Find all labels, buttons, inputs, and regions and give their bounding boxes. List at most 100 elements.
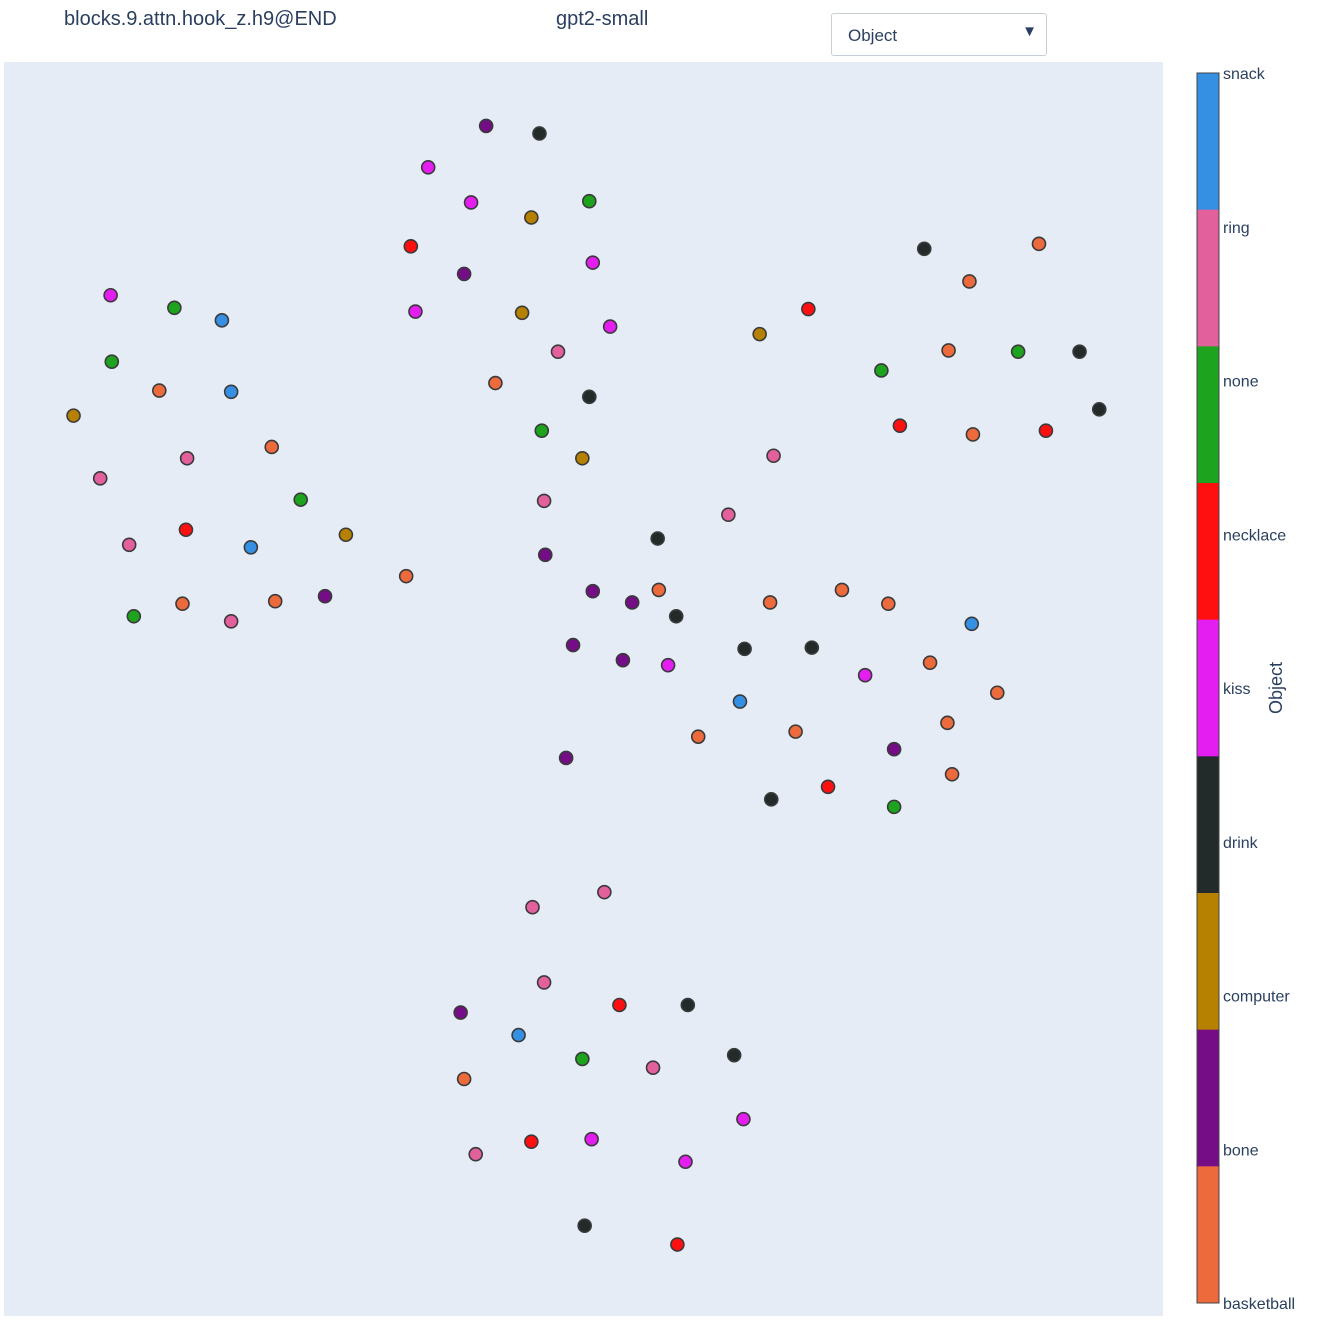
scatter-point-ring[interactable] <box>223 613 239 629</box>
scatter-point-none[interactable] <box>167 300 182 316</box>
scatter-point-drink[interactable] <box>668 608 684 624</box>
scatter-point-basketball[interactable] <box>944 766 960 782</box>
scatter-point-bone[interactable] <box>886 741 902 757</box>
scatter-point-ring[interactable] <box>550 344 566 359</box>
scatter-point-drink[interactable] <box>532 126 547 141</box>
scatter-point-kiss[interactable] <box>420 160 436 175</box>
scatter-point-computer[interactable] <box>524 210 539 225</box>
scatter-point-none[interactable] <box>581 193 597 209</box>
scatter-point-kiss[interactable] <box>463 195 479 210</box>
scatter-point-drink[interactable] <box>577 1218 592 1234</box>
scatter-point-none[interactable] <box>886 799 902 815</box>
scatter-point-drink[interactable] <box>763 792 779 807</box>
scatter-point-bone[interactable] <box>317 588 333 604</box>
scatter-point-basketball[interactable] <box>762 595 778 610</box>
scatter-point-ring[interactable] <box>721 507 736 522</box>
scatter-point-ring[interactable] <box>597 884 612 900</box>
scatter-point-kiss[interactable] <box>408 304 423 319</box>
scatter-point-basketball[interactable] <box>264 439 280 455</box>
scatter-point-snack[interactable] <box>243 539 259 555</box>
scatter-point-basketball[interactable] <box>941 343 956 358</box>
scatter-point-snack[interactable] <box>964 616 980 632</box>
scatter-point-ring[interactable] <box>766 448 781 464</box>
scatter-point-basketball[interactable] <box>922 655 938 670</box>
scatter-point-drink[interactable] <box>1091 402 1107 417</box>
scatter-point-necklace[interactable] <box>524 1134 539 1149</box>
scatter-point-necklace[interactable] <box>1038 423 1054 438</box>
scatter-point-bone[interactable] <box>456 266 472 282</box>
scatter-point-drink[interactable] <box>680 997 696 1013</box>
scatter-point-kiss[interactable] <box>103 287 118 303</box>
scatter-point-drink[interactable] <box>737 641 752 657</box>
scatter-point-drink[interactable] <box>916 241 932 257</box>
scatter-point-ring[interactable] <box>536 493 552 509</box>
scatter-point-kiss[interactable] <box>678 1154 693 1170</box>
scatter-point-bone[interactable] <box>585 583 601 599</box>
scatter-point-ring[interactable] <box>536 975 552 990</box>
scatter-point-necklace[interactable] <box>892 418 908 433</box>
scatter-point-bone[interactable] <box>615 652 631 668</box>
scatter-point-basketball[interactable] <box>152 383 167 398</box>
scatter-point-bone[interactable] <box>565 637 581 653</box>
scatter-point-basketball[interactable] <box>456 1071 472 1087</box>
scatter-point-kiss[interactable] <box>660 657 676 673</box>
scatter-point-basketball[interactable] <box>267 593 283 609</box>
scatter-point-none[interactable] <box>1010 344 1026 359</box>
scatter-point-kiss[interactable] <box>585 255 601 270</box>
scatter-point-snack[interactable] <box>223 384 239 400</box>
scatter-point-necklace[interactable] <box>670 1237 685 1252</box>
scatter-point-none[interactable] <box>126 608 142 624</box>
scatter-point-basketball[interactable] <box>651 582 667 598</box>
scatter-point-basketball[interactable] <box>834 582 850 598</box>
scatter-point-basketball[interactable] <box>398 568 414 584</box>
scatter-point-basketball[interactable] <box>175 596 190 612</box>
scatter-point-bone[interactable] <box>453 1005 468 1020</box>
scatter-point-drink[interactable] <box>650 531 665 546</box>
scatter-point-drink[interactable] <box>1072 344 1087 359</box>
scatter-point-basketball[interactable] <box>989 685 1005 701</box>
scatter-point-necklace[interactable] <box>801 301 816 317</box>
scatter-point-drink[interactable] <box>804 640 820 655</box>
scatter-point-bone[interactable] <box>537 547 553 563</box>
scatter-point-kiss[interactable] <box>602 319 618 334</box>
scatter-point-drink[interactable] <box>581 389 597 405</box>
scatter-point-kiss[interactable] <box>584 1131 599 1147</box>
scatter-point-necklace[interactable] <box>612 997 627 1013</box>
scatter-point-none[interactable] <box>534 423 550 438</box>
scatter-point-basketball[interactable] <box>940 715 955 731</box>
scatter-point-ring[interactable] <box>525 899 540 915</box>
scatter-point-snack[interactable] <box>511 1027 526 1043</box>
scatter-point-bone[interactable] <box>478 118 494 134</box>
scatter-point-none[interactable] <box>874 363 889 378</box>
color-by-dropdown[interactable]: Object ▼ <box>831 13 1047 56</box>
scatter-point-ring[interactable] <box>92 471 108 486</box>
scatter-point-computer[interactable] <box>66 408 81 423</box>
scatter-point-basketball[interactable] <box>690 729 706 744</box>
scatter-point-basketball[interactable] <box>881 596 896 612</box>
scatter-point-necklace[interactable] <box>178 522 194 538</box>
scatter-point-kiss[interactable] <box>736 1111 751 1127</box>
scatter-point-computer[interactable] <box>752 326 767 342</box>
scatter-point-necklace[interactable] <box>403 239 419 254</box>
scatter-point-basketball[interactable] <box>962 274 977 289</box>
scatter-point-snack[interactable] <box>732 694 748 709</box>
scatter-point-basketball[interactable] <box>488 375 503 391</box>
scatter-point-none[interactable] <box>575 1051 590 1067</box>
scatter-point-ring[interactable] <box>645 1060 661 1076</box>
scatter-point-basketball[interactable] <box>1031 236 1047 252</box>
scatter-point-bone[interactable] <box>624 595 640 610</box>
scatter-point-drink[interactable] <box>726 1047 742 1063</box>
scatter-point-ring[interactable] <box>179 450 195 466</box>
scatter-point-basketball[interactable] <box>965 427 981 442</box>
scatter-point-computer[interactable] <box>338 527 354 543</box>
scatter-point-none[interactable] <box>293 492 309 507</box>
scatter-point-snack[interactable] <box>214 313 230 328</box>
scatter-point-necklace[interactable] <box>820 779 836 795</box>
scatter-point-ring[interactable] <box>468 1146 484 1162</box>
scatter-point-kiss[interactable] <box>857 667 873 683</box>
scatter-point-basketball[interactable] <box>788 724 803 739</box>
scatter-point-computer[interactable] <box>575 450 590 466</box>
scatter-point-computer[interactable] <box>514 305 530 321</box>
scatter-point-ring[interactable] <box>121 537 137 553</box>
scatter-point-none[interactable] <box>104 354 120 370</box>
